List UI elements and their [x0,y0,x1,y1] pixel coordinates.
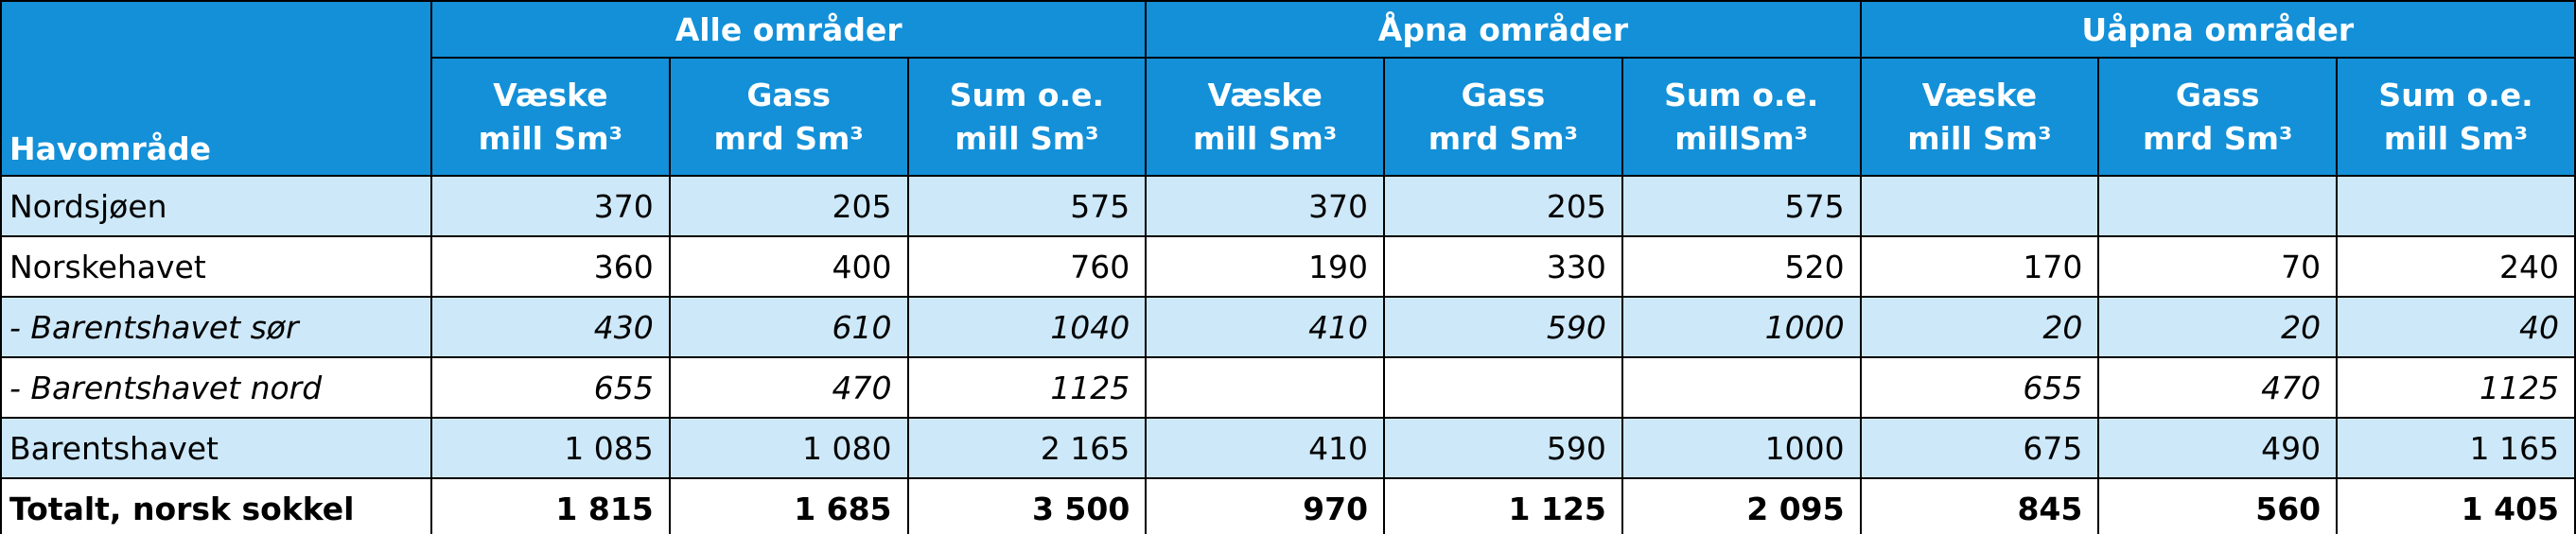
cell: 760 [906,235,1148,298]
header-line: Gass [1461,76,1546,113]
cell: 1125 [2336,356,2576,419]
group-header: Alle områder [429,0,1148,59]
cell: 1 125 [1383,477,1623,534]
header-line: Sum o.e. [2378,76,2533,113]
header-line: Gass [746,76,831,113]
cell: 190 [1145,235,1386,298]
column-header: Væske mill Sm³ [430,57,671,177]
cell [2336,175,2576,237]
cell: 410 [1145,296,1386,358]
column-header: Gass mrd Sm³ [2097,57,2339,177]
cell [1621,356,1862,419]
column-header: Gass mrd Sm³ [668,57,909,177]
cell: 2 095 [1621,477,1862,534]
corner-header: Havområde [0,0,432,177]
header-line: Sum o.e. [949,76,1105,113]
cell: 20 [1859,296,2100,358]
cell: 970 [1145,477,1386,534]
cell [1859,175,2100,237]
cell: 590 [1383,417,1623,479]
cell: 560 [2097,477,2339,534]
header-line: millSm³ [1674,119,1809,157]
column-header: Sum o.e. mill Sm³ [906,57,1148,177]
cell: 1 405 [2336,477,2576,534]
column-header: Væske mill Sm³ [1859,57,2100,177]
cell: 675 [1859,417,2100,479]
header-line: Sum o.e. [1664,76,1819,113]
header-line: mrd Sm³ [713,119,864,157]
header-line: mill Sm³ [1907,119,2052,157]
cell: 3 500 [906,477,1148,534]
cell: 655 [430,356,671,419]
cell [2097,175,2339,237]
cell: 330 [1383,235,1623,298]
cell: 240 [2336,235,2576,298]
row-label: Barentshavet [0,417,432,479]
table-row: - Barentshavet sør 430 610 1040 410 590 1000 20… [0,296,2576,358]
cell: 1 685 [668,477,909,534]
group-header: Uåpna områder [1859,0,2576,59]
row-label: - Barentshavet nord [0,356,432,419]
cell: 845 [1859,477,2100,534]
cell: 490 [2097,417,2339,479]
header-line: mrd Sm³ [1428,119,1579,157]
cell: 360 [430,235,671,298]
cell: 520 [1621,235,1862,298]
column-header: Sum o.e. millSm³ [1621,57,1862,177]
cell: 575 [1621,175,1862,237]
cell: 205 [668,175,909,237]
cell: 70 [2097,235,2339,298]
table-row: Nordsjøen 370 205 575 370 205 575 [0,175,2576,237]
cell: 2 165 [906,417,1148,479]
table-row: Barentshavet 1 085 1 080 2 165 410 590 1000 675… [0,417,2576,479]
cell [1383,356,1623,419]
header-line: mrd Sm³ [2143,119,2293,157]
row-label: Norskehavet [0,235,432,298]
column-header: Gass mrd Sm³ [1383,57,1623,177]
header-line: mill Sm³ [2383,119,2529,157]
cell: 410 [1145,417,1386,479]
table-row: Norskehavet 360 400 760 190 330 520 170 70 240 [0,235,2576,298]
cell: 610 [668,296,909,358]
cell: 590 [1383,296,1623,358]
row-label: Nordsjøen [0,175,432,237]
cell: 370 [1145,175,1386,237]
cell: 1125 [906,356,1148,419]
row-label: - Barentshavet sør [0,296,432,358]
header-line: Væske [1207,76,1323,113]
cell: 1000 [1621,296,1862,358]
table-row: Totalt, norsk sokkel 1 815 1 685 3 500 970 1 … [0,477,2576,534]
cell: 1 080 [668,417,909,479]
cell: 205 [1383,175,1623,237]
header-line: mill Sm³ [478,119,623,157]
cell: 1000 [1621,417,1862,479]
column-header: Væske mill Sm³ [1145,57,1386,177]
cell: 370 [430,175,671,237]
cell: 1 085 [430,417,671,479]
cell: 1 815 [430,477,671,534]
cell: 1 165 [2336,417,2576,479]
header-line: Væske [493,76,608,113]
cell: 430 [430,296,671,358]
cell: 575 [906,175,1148,237]
header-line: mill Sm³ [955,119,1099,157]
cell: 655 [1859,356,2100,419]
table-row: - Barentshavet nord 655 470 1125 655 470 1125 [0,356,2576,419]
group-header: Åpna områder [1145,0,1862,59]
header-line: Væske [1921,76,2038,113]
cell: 20 [2097,296,2339,358]
cell: 470 [2097,356,2339,419]
row-label: Totalt, norsk sokkel [0,477,432,534]
cell: 40 [2336,296,2576,358]
cell [1145,356,1386,419]
header-line: mill Sm³ [1192,119,1338,157]
header-line: Gass [2175,76,2260,113]
column-header: Sum o.e. mill Sm³ [2336,57,2576,177]
cell: 170 [1859,235,2100,298]
cell: 1040 [906,296,1148,358]
cell: 470 [668,356,909,419]
cell: 400 [668,235,909,298]
